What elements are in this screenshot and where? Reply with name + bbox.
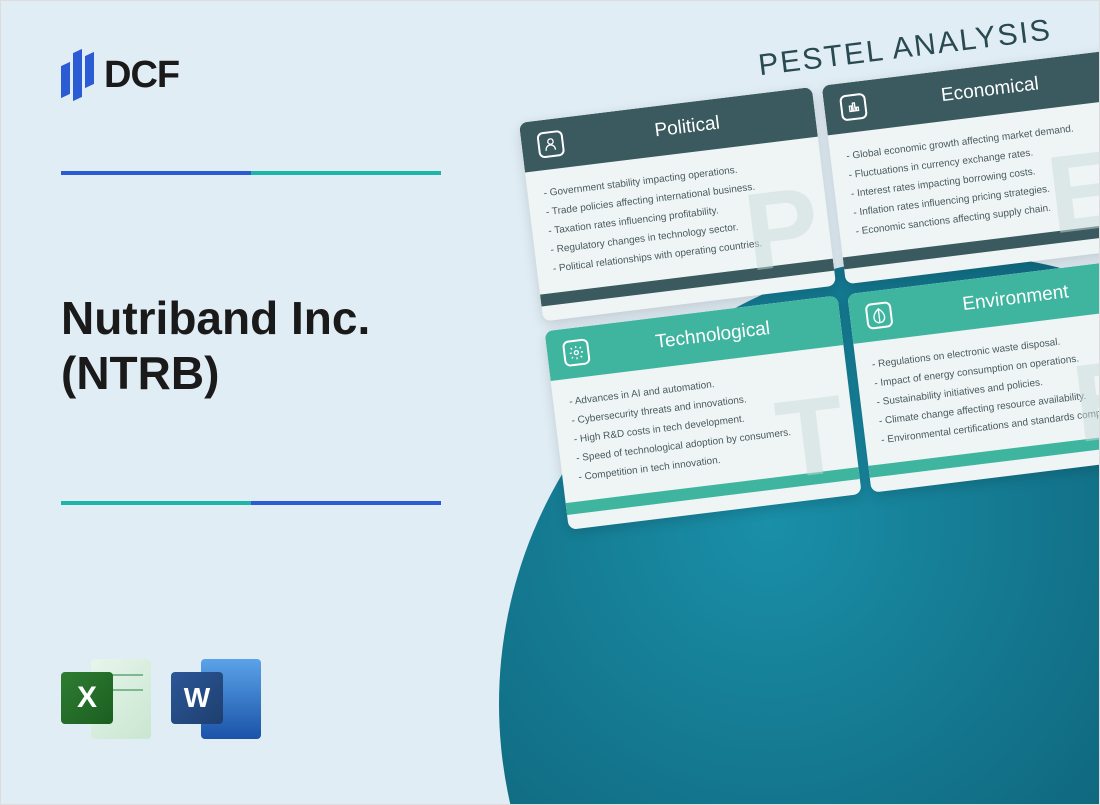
- card-title: Environment: [903, 274, 1100, 323]
- divider-top: [61, 171, 441, 175]
- chart-icon: [839, 93, 868, 122]
- app-icons: X W: [61, 654, 261, 744]
- pestel-container: PESTEL ANALYSIS PoliticalPGovernment sta…: [514, 6, 1100, 530]
- pestel-card: EnvironmentERegulations on electronic wa…: [847, 258, 1100, 492]
- title-line1: Nutriband Inc.: [61, 291, 370, 346]
- pestel-card: TechnologicalTAdvances in AI and automat…: [545, 295, 862, 529]
- word-icon: W: [171, 654, 261, 744]
- promo-canvas: DCF Nutriband Inc. (NTRB) X W PESTEL ANA…: [0, 0, 1100, 805]
- logo-bars-icon: [61, 51, 94, 99]
- excel-letter: X: [61, 672, 113, 724]
- pestel-card: EconomicalEGlobal economic growth affect…: [822, 50, 1100, 284]
- word-letter: W: [171, 672, 223, 724]
- excel-icon: X: [61, 654, 151, 744]
- title-line2: (NTRB): [61, 346, 370, 401]
- dcf-logo: DCF: [61, 51, 179, 99]
- divider-bottom: [61, 501, 441, 505]
- pestel-grid: PoliticalPGovernment stability impacting…: [519, 50, 1100, 530]
- leaf-icon: [865, 301, 894, 330]
- pestel-card: PoliticalPGovernment stability impacting…: [519, 87, 836, 321]
- page-title: Nutriband Inc. (NTRB): [61, 291, 370, 401]
- logo-text: DCF: [104, 54, 179, 97]
- gear-icon: [562, 338, 591, 367]
- person-icon: [536, 130, 565, 159]
